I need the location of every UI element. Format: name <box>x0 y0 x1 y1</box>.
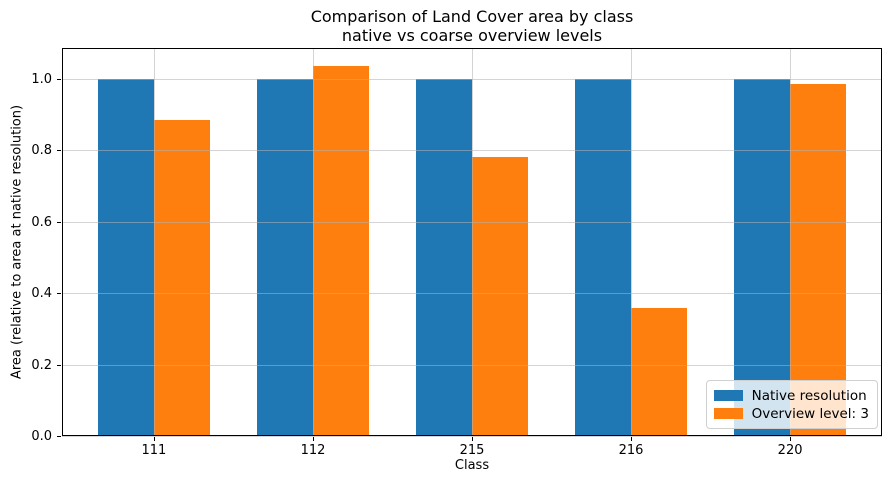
bar-native-216 <box>575 79 632 436</box>
y-tick-label: 0.6 <box>31 214 52 230</box>
legend-item-overview: Overview level: 3 <box>713 405 869 422</box>
bar-native-215 <box>416 79 472 436</box>
x-tick-mark <box>472 437 473 441</box>
y-tick-mark <box>57 364 61 366</box>
chart-title: Comparison of Land Cover area by class <box>310 7 634 26</box>
x-axis-label: Class <box>454 458 490 473</box>
legend: Native resolution Overview level: 3 <box>705 380 878 429</box>
y-tick-label: 0.4 <box>31 286 52 302</box>
x-tick-label-216: 216 <box>618 443 644 458</box>
legend-item-native: Native resolution <box>713 387 869 404</box>
y-tick-mark <box>57 150 61 152</box>
x-tick-mark <box>631 437 632 441</box>
bar-overview-112 <box>313 65 369 436</box>
legend-swatch-native <box>713 390 743 401</box>
x-tick-mark <box>790 437 792 441</box>
bar-overview-111 <box>153 119 210 436</box>
bar-overview-220 <box>790 84 846 436</box>
chart-subtitle: native vs coarse overview levels <box>341 26 603 45</box>
y-tick-label: 0.8 <box>31 143 52 159</box>
bar-native-111 <box>98 79 154 436</box>
x-tick-mark <box>153 437 155 441</box>
bar-overview-215 <box>472 156 528 436</box>
y-tick-label: 1.0 <box>31 72 52 88</box>
y-tick-mark <box>57 436 61 437</box>
x-tick-label-112: 112 <box>300 443 326 458</box>
y-tick-mark <box>57 293 61 295</box>
legend-swatch-overview <box>713 408 743 419</box>
y-tick-label: 0.0 <box>31 429 52 444</box>
x-tick-mark <box>313 437 314 441</box>
y-tick-mark <box>57 221 61 223</box>
x-tick-label-215: 215 <box>459 443 485 458</box>
x-tick-label-220: 220 <box>777 443 803 458</box>
chart-title-block: Comparison of Land Cover area by class n… <box>62 7 882 45</box>
y-tick-mark <box>57 79 61 81</box>
legend-label: Overview level: 3 <box>751 405 869 422</box>
plot-area: 0.0 0.2 0.4 0.6 0.8 1.0 111 112 215 216 220 Native… <box>31 48 882 458</box>
y-tick-label: 0.2 <box>31 357 52 373</box>
x-tick-label-111: 111 <box>141 443 167 458</box>
legend-label: Native resolution <box>751 387 867 404</box>
bar-overview-216 <box>631 307 687 436</box>
bar-native-220 <box>734 79 791 436</box>
bar-native-112 <box>257 79 313 436</box>
